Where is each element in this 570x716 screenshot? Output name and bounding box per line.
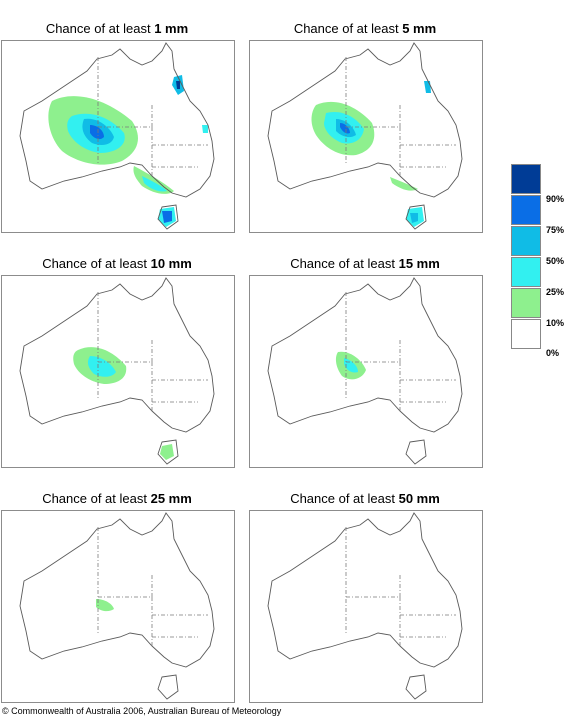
legend-swatch-50 xyxy=(511,226,541,256)
panel-title-amount: 5 mm xyxy=(402,21,437,36)
map-panel-1mm xyxy=(1,40,235,233)
panel-title-50mm: Chance of at least 50 mm xyxy=(248,491,482,507)
australia-map-15mm xyxy=(267,277,463,465)
panel-title-prefix: Chance of at least xyxy=(290,256,399,271)
legend-label-75: 75% xyxy=(546,225,565,235)
panel-title-prefix: Chance of at least xyxy=(293,21,403,36)
map-panel-5mm xyxy=(249,40,483,233)
panel-title-15mm: Chance of at least 15 mm xyxy=(248,256,482,272)
legend-label-10: 10% xyxy=(546,318,565,328)
australia-map-1mm xyxy=(19,42,215,230)
legend-swatch-75 xyxy=(511,195,541,225)
panel-title-amount: 10 mm xyxy=(150,256,192,271)
map-panel-15mm xyxy=(249,275,483,468)
legend-label-90: 90% xyxy=(546,194,565,204)
panel-title-1mm: Chance of at least 1 mm xyxy=(0,21,234,37)
panel-title-prefix: Chance of at least xyxy=(42,491,151,506)
australia-map-10mm xyxy=(19,277,215,465)
map-panel-10mm xyxy=(1,275,235,468)
panel-title-amount: 15 mm xyxy=(398,256,440,271)
panel-title-prefix: Chance of at least xyxy=(290,491,399,506)
map-panel-50mm xyxy=(249,510,483,703)
panel-title-prefix: Chance of at least xyxy=(45,21,155,36)
legend-label-25: 25% xyxy=(546,287,565,297)
legend-swatch-25 xyxy=(511,257,541,287)
panel-title-amount: 50 mm xyxy=(398,491,440,506)
panel-title-prefix: Chance of at least xyxy=(42,256,151,271)
map-panel-25mm xyxy=(1,510,235,703)
panel-title-10mm: Chance of at least 10 mm xyxy=(0,256,234,272)
panel-title-25mm: Chance of at least 25 mm xyxy=(0,491,234,507)
panel-title-5mm: Chance of at least 5 mm xyxy=(248,21,482,37)
panel-title-amount: 25 mm xyxy=(150,491,192,506)
panel-title-amount: 1 mm xyxy=(154,21,189,36)
legend-swatch-90 xyxy=(511,164,541,194)
legend-label-0: 0% xyxy=(546,348,560,358)
australia-map-5mm xyxy=(267,42,463,230)
legend-swatch-10 xyxy=(511,288,541,318)
australia-map-50mm xyxy=(267,512,463,700)
color-legend xyxy=(511,164,543,350)
copyright-notice: © Commonwealth of Australia 2006, Austra… xyxy=(2,706,282,716)
australia-map-25mm xyxy=(19,512,215,700)
legend-label-50: 50% xyxy=(546,256,565,266)
legend-swatch-0 xyxy=(511,319,541,349)
